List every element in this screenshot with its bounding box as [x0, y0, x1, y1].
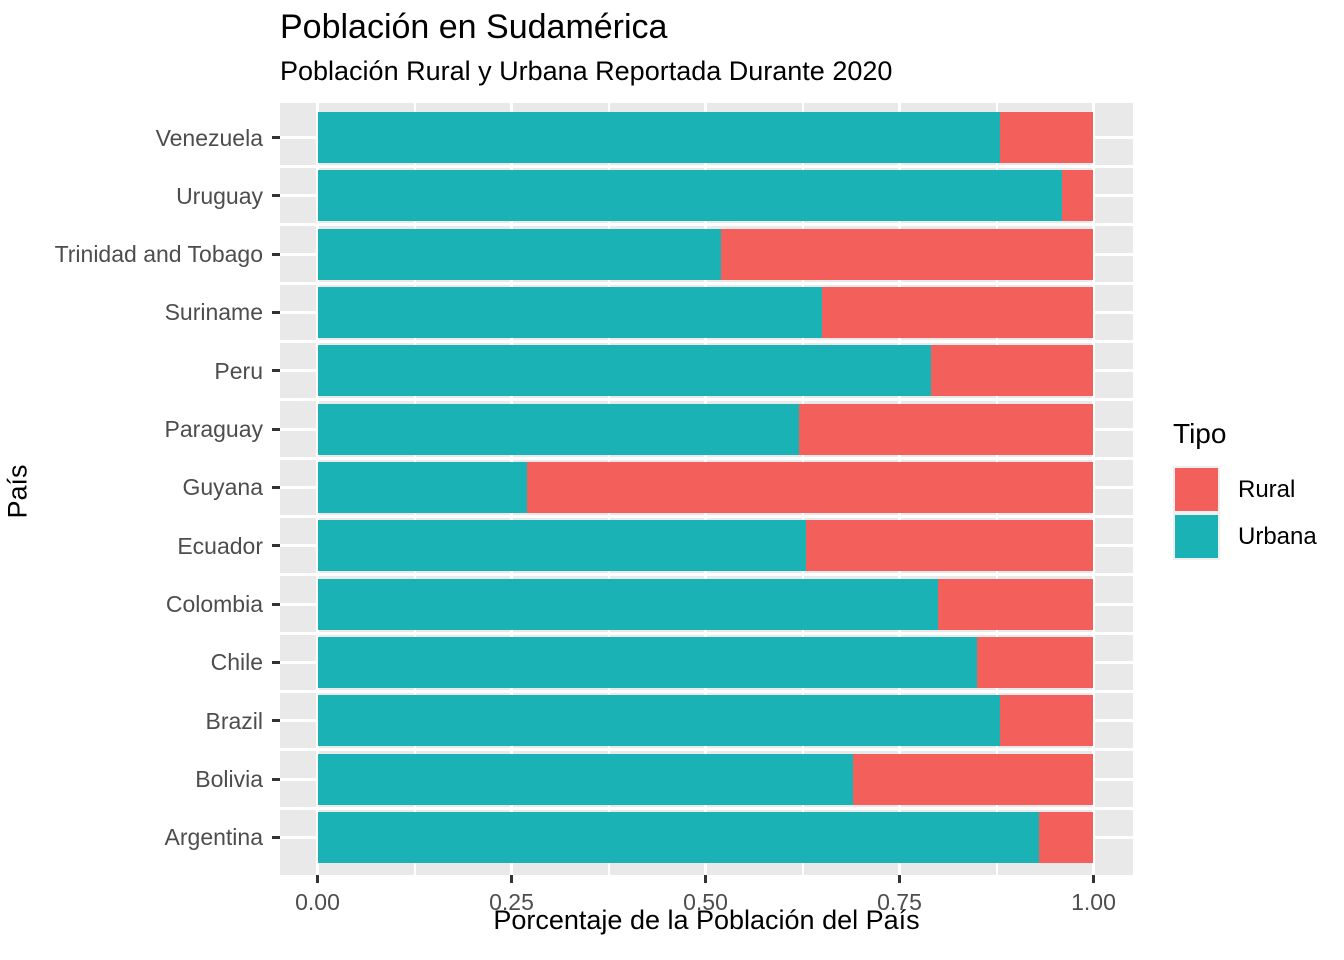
y-tick-label: Argentina — [164, 824, 263, 851]
bar-segment-urbana — [317, 753, 853, 805]
y-tick-label: Brazil — [205, 707, 263, 734]
y-axis-tick — [272, 136, 280, 139]
bar-row — [317, 461, 1094, 513]
legend-label: Urbana — [1238, 522, 1317, 550]
bar-segment-urbana — [317, 520, 807, 572]
legend: Tipo Rural Urbana — [1173, 418, 1317, 560]
x-tick-label: 0.50 — [683, 889, 728, 915]
x-axis-title: Porcentaje de la Población del País — [493, 905, 920, 935]
bar-row — [317, 578, 1094, 630]
x-axis-tick — [1092, 875, 1095, 883]
bar-segment-rural — [977, 636, 1094, 688]
x-tick-label: 1.00 — [1071, 889, 1116, 915]
bar-segment-rural — [821, 286, 1094, 338]
chart-title: Población en Sudamérica — [280, 8, 668, 46]
y-axis-tick — [272, 485, 280, 489]
bar-segment-urbana — [317, 170, 1063, 222]
y-axis-tick — [272, 835, 280, 839]
bar-segment-urbana — [317, 345, 931, 397]
bar-segment-urbana — [317, 461, 528, 513]
bar-segment-urbana — [317, 403, 799, 455]
x-axis-tick — [510, 875, 513, 883]
y-axis-tick — [272, 719, 280, 723]
y-axis-tick — [272, 660, 280, 664]
y-axis-tick — [272, 252, 280, 256]
bar-segment-rural — [798, 403, 1094, 455]
bar-row — [317, 520, 1094, 572]
legend-items: Rural Urbana — [1173, 466, 1317, 560]
bar-segment-rural — [930, 345, 1094, 397]
bar-segment-rural — [852, 753, 1094, 805]
legend-swatch-rural — [1175, 468, 1218, 511]
plot-panel — [280, 103, 1133, 875]
y-axis-tick — [272, 194, 280, 198]
gridline-vertical-major — [1092, 103, 1095, 875]
bar-segment-urbana — [317, 636, 978, 688]
bar-row — [317, 753, 1094, 805]
y-tick-label: Chile — [210, 649, 263, 676]
x-tick-label: 0.00 — [295, 889, 340, 915]
legend-swatch-urbana — [1175, 515, 1218, 558]
chart-subtitle: Población Rural y Urbana Reportada Duran… — [280, 56, 893, 86]
bar-row — [317, 403, 1094, 455]
bar-segment-rural — [721, 228, 1094, 280]
y-tick-label: Ecuador — [177, 532, 263, 559]
legend-label: Rural — [1238, 475, 1296, 503]
y-tick-label: Suriname — [164, 299, 263, 326]
bar-segment-rural — [1039, 811, 1094, 863]
bar-row — [317, 811, 1094, 863]
y-tick-label: Colombia — [165, 591, 263, 618]
bar-segment-rural — [938, 578, 1094, 630]
bar-row — [317, 636, 1094, 688]
bar-segment-rural — [806, 520, 1094, 572]
bar-row — [317, 345, 1094, 397]
y-tick-label: Peru — [214, 357, 263, 384]
x-tick-label: 0.75 — [877, 889, 922, 915]
x-axis-tick — [704, 875, 707, 883]
legend-item: Urbana — [1173, 513, 1317, 560]
bar-row — [317, 228, 1094, 280]
bar-segment-urbana — [317, 286, 822, 338]
bar-segment-urbana — [317, 578, 939, 630]
x-axis-tick — [898, 875, 901, 883]
bar-row — [317, 286, 1094, 338]
legend-title: Tipo — [1173, 418, 1227, 449]
y-axis-tick — [272, 310, 280, 314]
y-tick-label: Venezuela — [155, 124, 263, 151]
y-tick-label: Paraguay — [164, 416, 263, 443]
y-axis-tick — [272, 777, 280, 781]
legend-item: Rural — [1173, 466, 1317, 513]
bar-segment-urbana — [317, 695, 1001, 747]
bar-segment-urbana — [317, 228, 722, 280]
bar-segment-urbana — [317, 811, 1040, 863]
bar-row — [317, 112, 1094, 163]
bar-segment-rural — [1062, 170, 1094, 222]
y-axis-tick — [272, 544, 280, 548]
bar-row — [317, 695, 1094, 747]
y-tick-label: Trinidad and Tobago — [54, 241, 263, 268]
x-axis-tick — [316, 875, 319, 883]
y-axis-tick — [272, 602, 280, 606]
y-tick-label: Guyana — [182, 474, 263, 501]
bar-segment-urbana — [317, 112, 1001, 163]
x-tick-label: 0.25 — [489, 889, 534, 915]
y-tick-label: Uruguay — [176, 182, 263, 209]
y-axis-tick — [272, 369, 280, 373]
bar-row — [317, 170, 1094, 222]
bar-segment-rural — [527, 461, 1094, 513]
y-tick-label: Bolivia — [195, 766, 263, 793]
y-axis-tick — [272, 427, 280, 431]
bar-segment-rural — [1000, 695, 1094, 747]
bar-segment-rural — [1000, 112, 1094, 163]
